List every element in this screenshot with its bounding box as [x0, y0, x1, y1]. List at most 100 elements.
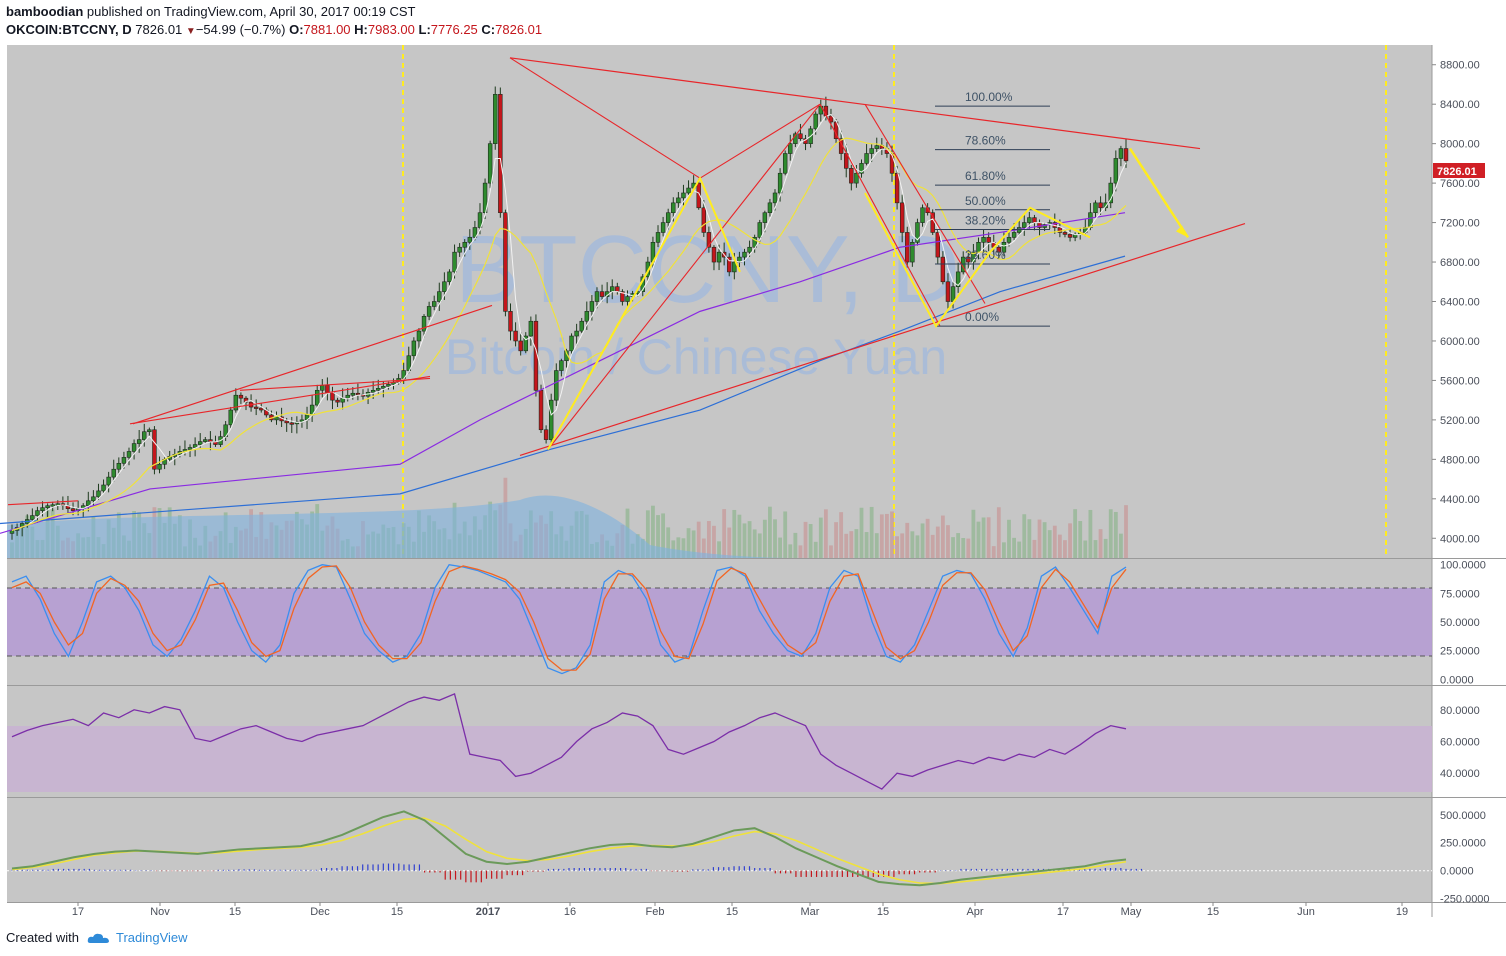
volume-bar	[844, 533, 849, 558]
time-tick-label: 15	[229, 906, 241, 918]
rsi-tick-label: 60.0000	[1440, 737, 1480, 749]
candle-body	[192, 444, 198, 448]
tradingview-link[interactable]: TradingView	[87, 930, 188, 945]
volume-bar	[930, 534, 935, 558]
ma-blue-line	[0, 255, 1126, 525]
time-tick-label: 15	[726, 906, 738, 918]
candle	[655, 225, 661, 248]
time-tick-label: Dec	[310, 906, 330, 918]
ohlc-legend: OKCOIN:BTCCNY, D 7826.01 ▼−54.99 (−0.7%)…	[6, 22, 542, 37]
candle	[101, 479, 106, 494]
candle	[289, 416, 294, 433]
candle	[665, 208, 671, 230]
candle-body	[732, 261, 737, 273]
volume-bar	[981, 517, 986, 558]
candle	[996, 244, 1002, 260]
candle	[493, 86, 498, 150]
candle	[126, 447, 132, 466]
volume-bar	[1057, 534, 1062, 558]
volume-bar	[661, 513, 666, 558]
candle-body	[849, 168, 854, 184]
candle-body	[788, 143, 793, 154]
candle-body	[772, 192, 778, 204]
volume-bar	[859, 507, 864, 558]
candle	[798, 123, 803, 141]
candle	[1027, 211, 1032, 229]
price-tick-label: 5200.00	[1440, 415, 1480, 427]
candle-body	[284, 420, 289, 424]
candle	[152, 426, 157, 475]
candle	[752, 234, 757, 253]
volume-bar	[1068, 523, 1072, 558]
candle	[828, 108, 834, 130]
candle-body	[1098, 202, 1103, 209]
forecast-arrow-head	[1176, 225, 1188, 238]
candle	[136, 429, 142, 453]
author-name[interactable]: bamboodian	[6, 4, 84, 19]
candle	[192, 437, 198, 457]
candle-body	[187, 447, 193, 450]
candle	[945, 273, 951, 312]
candle-body	[198, 441, 203, 445]
candle-body	[905, 232, 910, 263]
created-with-label: Created with	[6, 930, 79, 945]
symbol-label[interactable]: OKCOIN:BTCCNY, D	[6, 22, 132, 37]
chart-area[interactable]: BTCCNY, D Bitcoin / Chinese Yuan 100.00%…	[0, 40, 1506, 920]
low-value: 7776.25	[430, 22, 478, 37]
candle	[157, 456, 162, 474]
volume-bar	[732, 509, 737, 558]
candle-body	[538, 389, 544, 431]
volume-bar	[925, 518, 930, 558]
rsi-line: 40.0000 60.0000 80.0000	[11, 693, 1480, 790]
volume-bar	[1119, 533, 1123, 558]
high-value: 7983.00	[367, 22, 415, 37]
volume-bar	[1098, 529, 1103, 558]
candle	[660, 216, 666, 237]
volume-bar	[946, 525, 950, 558]
stoch-d-line	[11, 565, 1127, 671]
candle-body	[523, 335, 528, 352]
price-tick-label: 5600.00	[1440, 375, 1480, 387]
candle-body	[457, 246, 462, 253]
candle-body	[157, 463, 162, 470]
candle	[859, 159, 864, 178]
volume-bar	[971, 509, 976, 558]
volume-bars	[7, 477, 1128, 558]
candle-body	[350, 392, 356, 396]
time-tick-label: 19	[1396, 906, 1408, 918]
price-axis[interactable]	[1432, 45, 1506, 902]
osc-tick-label: 0.0000	[1440, 866, 1474, 878]
volume-bar	[666, 527, 671, 558]
candle	[696, 178, 701, 210]
candle	[599, 284, 605, 302]
candle	[548, 393, 554, 444]
volume-bar	[905, 522, 910, 558]
osc-tick-label: -250.0000	[1440, 894, 1490, 906]
candle	[421, 314, 427, 338]
volume-bar	[991, 546, 996, 558]
candle-body	[335, 399, 340, 403]
volume-bar	[681, 538, 686, 558]
candle	[452, 244, 457, 279]
candle-body	[971, 251, 976, 263]
trend-line	[509, 57, 1201, 150]
candle-body	[386, 384, 391, 387]
candle	[447, 269, 452, 286]
candle-body	[228, 409, 233, 426]
candle-body	[671, 202, 676, 214]
volume-bar	[691, 530, 696, 558]
volume-bar	[874, 533, 879, 558]
price-tick-label: 8000.00	[1440, 139, 1480, 151]
candle	[579, 317, 584, 334]
volume-bar	[854, 529, 859, 558]
price-tick-label: 8400.00	[1440, 99, 1480, 111]
last-price: 7826.01	[135, 22, 183, 37]
candle-body	[574, 330, 579, 337]
candle-body	[828, 115, 834, 123]
candle	[620, 289, 625, 306]
volume-bar	[1037, 519, 1042, 558]
candle-body	[1123, 148, 1129, 162]
oscillator-panel[interactable]	[7, 798, 1432, 902]
down-arrow-icon: ▼	[185, 26, 196, 37]
price-panel[interactable]	[7, 45, 1432, 558]
